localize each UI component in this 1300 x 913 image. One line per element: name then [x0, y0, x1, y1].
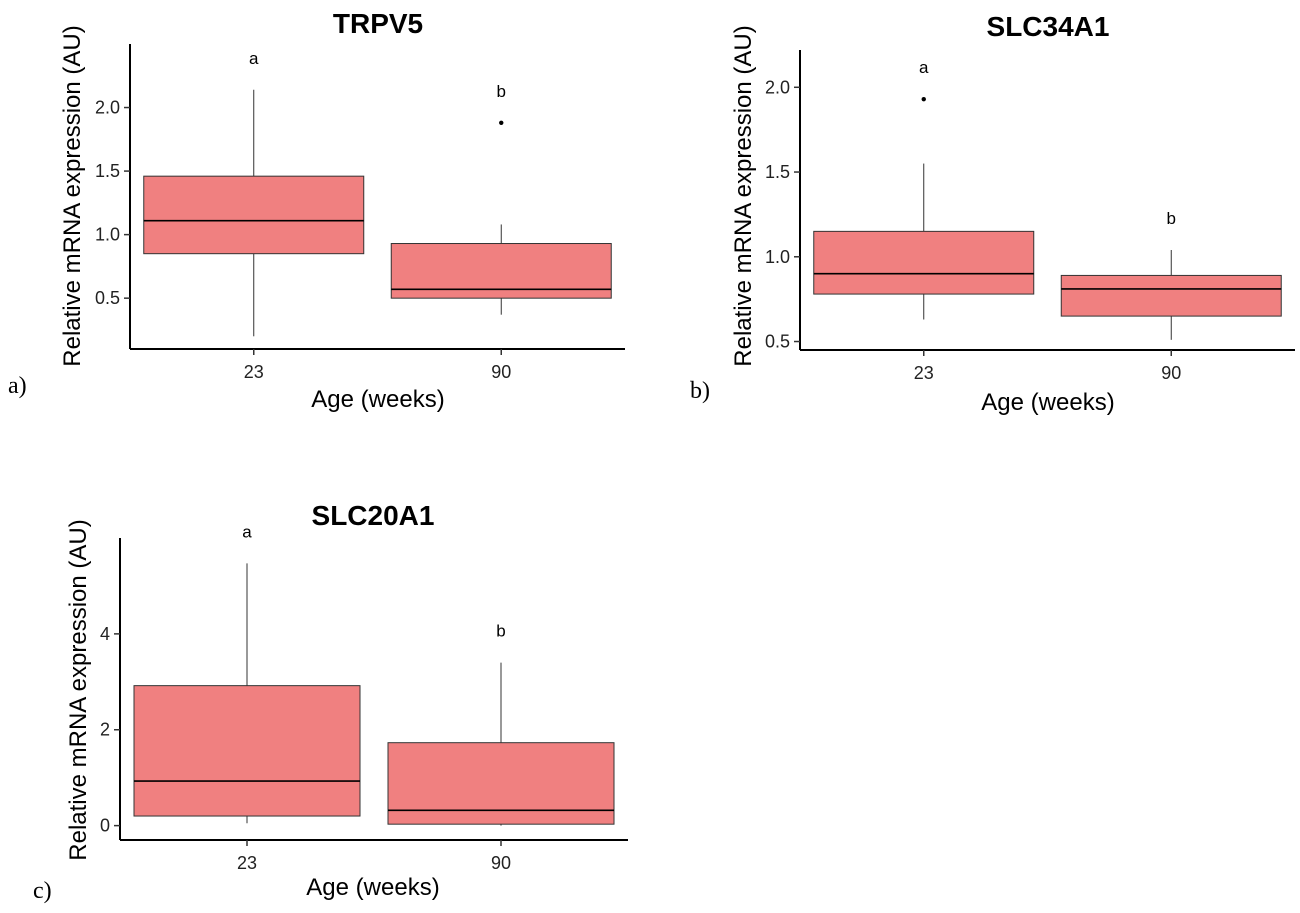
x-axis-title-c: Age (weeks) — [306, 874, 439, 901]
box-b-23 — [813, 230, 1035, 295]
significance-letter-b: a — [919, 58, 929, 77]
significance-letter-c: b — [496, 622, 505, 641]
x-tick-label-b: 90 — [1161, 363, 1181, 383]
y-tick-label-a: 0.5 — [95, 288, 120, 308]
significance-letter-c: a — [242, 522, 252, 541]
x-tick-label-c: 23 — [237, 853, 257, 873]
panel-label-a: a) — [8, 373, 27, 399]
plot-area-a: 0.5 1.0 1.5 2.0 a 23 b 90 — [95, 44, 625, 382]
chart-title-b: SLC34A1 — [987, 11, 1110, 42]
panel-label-c: c) — [33, 878, 52, 904]
box-c-23 — [133, 685, 361, 817]
y-tick-label-c: 0 — [100, 816, 110, 836]
box-c-90 — [387, 742, 615, 825]
y-axis-title-a: Relative mRNA expression (AU) — [59, 25, 86, 366]
y-tick-label-a: 1.0 — [95, 225, 120, 245]
y-axis-title-c: Relative mRNA expression (AU) — [65, 519, 92, 860]
panel-label-b: b) — [690, 378, 710, 404]
y-tick-label-a: 2.0 — [95, 98, 120, 118]
y-tick-label-b: 1.0 — [765, 247, 790, 267]
x-axis-title-b: Age (weeks) — [981, 389, 1114, 416]
panel-a: a) TRPV5 Age (weeks) Relative mRNA expre… — [8, 8, 625, 413]
y-axis-title-b: Relative mRNA expression (AU) — [730, 25, 757, 366]
x-tick-label-a: 90 — [491, 362, 511, 382]
outlier-point-a — [499, 120, 504, 125]
panel-b: b) SLC34A1 Age (weeks) Relative mRNA exp… — [690, 11, 1295, 416]
y-tick-label-c: 4 — [100, 624, 110, 644]
x-tick-label-c: 90 — [491, 853, 511, 873]
plot-area-b: 0.5 1.0 1.5 2.0 a 23 b 90 — [765, 50, 1295, 383]
x-tick-label-b: 23 — [914, 363, 934, 383]
y-tick-label-a: 1.5 — [95, 161, 120, 181]
chart-title-a: TRPV5 — [333, 8, 423, 39]
significance-letter-a: a — [249, 49, 259, 68]
y-tick-label-b: 2.0 — [765, 77, 790, 97]
plot-area-c: 0 2 4 a 23 b 90 — [100, 522, 628, 873]
significance-letter-a: b — [497, 82, 506, 101]
panel-c: c) SLC20A1 Age (weeks) Relative mRNA exp… — [33, 500, 628, 904]
x-axis-title-a: Age (weeks) — [311, 386, 444, 413]
y-tick-label-b: 0.5 — [765, 332, 790, 352]
y-tick-label-b: 1.5 — [765, 162, 790, 182]
outlier-point-b — [921, 96, 926, 102]
chart-title-c: SLC20A1 — [312, 500, 435, 531]
box-b-90 — [1060, 274, 1282, 317]
box-a-23 — [143, 175, 365, 255]
y-tick-label-c: 2 — [100, 720, 110, 740]
x-tick-label-a: 23 — [244, 362, 264, 382]
significance-letter-b: b — [1167, 209, 1176, 228]
